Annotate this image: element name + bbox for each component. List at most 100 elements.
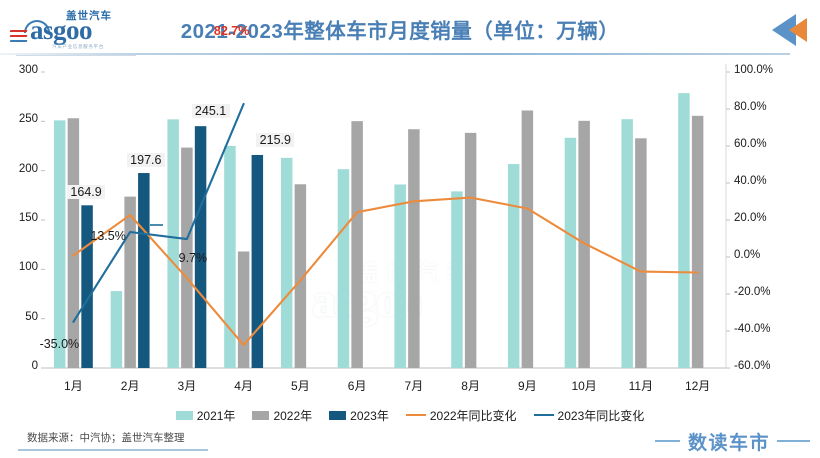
bar-2022年-12月 xyxy=(691,115,704,368)
y-axis-tick-left: 100 xyxy=(18,261,38,274)
bar-2021年-6月 xyxy=(337,169,350,368)
legend-item-4[interactable]: 2022年同比变化 xyxy=(405,407,517,424)
brand-label: 数读车市 xyxy=(688,433,771,454)
bar-2021年-5月 xyxy=(280,157,293,368)
bar-2021年-4月 xyxy=(224,145,236,368)
line-value-label: -35.0% xyxy=(39,336,80,351)
x-axis-tick: 9月 xyxy=(518,379,537,393)
legend-item-3[interactable]: 2023年 xyxy=(329,407,389,424)
logo-wordmark: asgoo xyxy=(30,15,93,45)
legend-line-icon xyxy=(405,413,426,417)
legend-line-icon xyxy=(533,413,554,417)
x-axis-tick: 1月 xyxy=(64,379,83,393)
y-axis-tick-right: -60.0% xyxy=(734,360,771,372)
bar-2022年-6月 xyxy=(351,121,363,368)
gasgoo-logo: 盖世汽车 asgoo 汽车产业信息服务平台 xyxy=(8,8,138,56)
data-source-note: 数据来源：中汽协；盖世汽车整理 xyxy=(27,432,185,444)
y-axis-tick-right: 80.0% xyxy=(734,101,767,113)
bar-2022年-3月 xyxy=(181,147,193,368)
bar-value-label: 164.9 xyxy=(67,185,106,200)
x-axis-tick: 7月 xyxy=(404,379,424,393)
legend-label: 2023年 xyxy=(350,408,389,423)
bar-2022年-11月 xyxy=(635,138,647,368)
x-axis-tick: 2月 xyxy=(120,379,140,393)
chart-plot-area: 盖世汽车 asgoo 汽车产业信息服务平台 300250200150100500… xyxy=(0,24,820,403)
bar-2023年-2月 xyxy=(138,173,150,368)
bar-2021年-7月 xyxy=(394,184,406,368)
bar-2021年-1月 xyxy=(53,120,66,368)
x-axis-tick: 5月 xyxy=(291,379,310,393)
triangle-left-orange-icon xyxy=(789,18,807,42)
brand-dash-left xyxy=(655,440,680,442)
bar-2022年-5月 xyxy=(294,184,307,368)
bar-2021年-12月 xyxy=(678,93,690,368)
logo-tagline: 汽车产业信息服务平台 xyxy=(52,44,104,49)
y-axis-tick-right: 100.0% xyxy=(734,64,774,76)
y-axis-tick-left: 250 xyxy=(18,113,38,126)
legend-item-1[interactable]: 2021年 xyxy=(175,407,236,424)
y-axis-tick-left: 200 xyxy=(18,162,38,175)
bar-2021年-11月 xyxy=(621,119,633,369)
y-axis-tick-left: 50 xyxy=(25,310,38,323)
legend-label: 2022年同比变化 xyxy=(429,408,517,423)
bar-2022年-7月 xyxy=(408,129,420,368)
x-axis-tick: 12月 xyxy=(684,379,711,393)
chart-canvas xyxy=(41,64,730,369)
bar-2022年-2月 xyxy=(124,196,136,368)
page-title: 2021-2023年整体车市月度销量（单位：万辆） xyxy=(180,20,620,43)
logo-stripe-icon xyxy=(9,30,28,33)
x-axis-tick: 3月 xyxy=(177,379,197,393)
brand-dash-right xyxy=(777,440,810,442)
line-value-label: 82.7% xyxy=(213,24,250,39)
legend-label: 2021年 xyxy=(196,408,236,423)
header-divider xyxy=(0,53,790,55)
x-axis-tick: 4月 xyxy=(234,379,253,393)
x-axis-tick: 8月 xyxy=(461,379,480,393)
logo-chinese-name: 盖世汽车 xyxy=(66,10,112,22)
chart-legend: 2021年 2022年 2023年 2022年同比变化 2023年同比变化 xyxy=(0,404,820,426)
bar-value-label: 215.9 xyxy=(256,132,295,147)
header: 盖世汽车 asgoo 汽车产业信息服务平台 2021-2023年整体车市月度销量… xyxy=(0,0,820,58)
bar-2021年-10月 xyxy=(564,137,577,368)
y-axis-tick-right: -20.0% xyxy=(734,286,771,298)
bar-2022年-4月 xyxy=(237,251,250,368)
bar-2022年-9月 xyxy=(521,110,534,369)
logo-underline xyxy=(16,55,136,56)
bar-2021年-3月 xyxy=(167,119,179,368)
bar-2022年-1月 xyxy=(67,118,80,369)
y-axis-tick-right: 20.0% xyxy=(734,212,767,224)
line-2023年同比变化 xyxy=(72,102,245,323)
legend-label: 2023年同比变化 xyxy=(557,408,645,423)
legend-swatch-icon xyxy=(175,410,193,420)
bar-2023年-3月 xyxy=(194,126,207,368)
legend-swatch-icon xyxy=(252,410,270,420)
line-2022年同比变化 xyxy=(72,196,699,347)
footer: 数据来源：中汽协；盖世汽车整理 数读车市 xyxy=(0,426,820,458)
footer-divider xyxy=(18,449,208,451)
bar-2023年-4月 xyxy=(251,154,264,368)
y-axis-tick-right: -40.0% xyxy=(734,323,771,335)
x-axis-tick: 11月 xyxy=(628,379,654,393)
legend-item-2[interactable]: 2022年 xyxy=(252,407,312,424)
bar-value-label: 197.6 xyxy=(126,153,165,168)
bar-2022年-8月 xyxy=(464,132,477,368)
bar-2021年-9月 xyxy=(507,164,520,368)
y-axis-tick-right: 0.0% xyxy=(734,249,761,261)
bar-2021年-8月 xyxy=(451,191,463,368)
logo-stripe-icon xyxy=(9,40,28,43)
legend-item-5[interactable]: 2023年同比变化 xyxy=(533,407,645,424)
brand-mark: 数读车市 xyxy=(655,426,810,456)
line-value-label: 9.7% xyxy=(178,251,208,266)
y-axis-tick-right: 40.0% xyxy=(734,175,767,187)
x-axis-tick: 10月 xyxy=(571,379,597,393)
logo-stripe-icon xyxy=(9,35,28,38)
bar-2023年-1月 xyxy=(81,205,93,368)
bar-value-label: 245.1 xyxy=(191,104,230,119)
legend-label: 2022年 xyxy=(273,408,313,423)
y-axis-tick-left: 300 xyxy=(18,64,38,76)
legend-swatch-icon xyxy=(329,410,347,420)
x-axis-tick: 6月 xyxy=(347,379,367,393)
y-axis-tick-left: 150 xyxy=(18,212,38,224)
line-value-label: 13.5% xyxy=(90,229,126,244)
